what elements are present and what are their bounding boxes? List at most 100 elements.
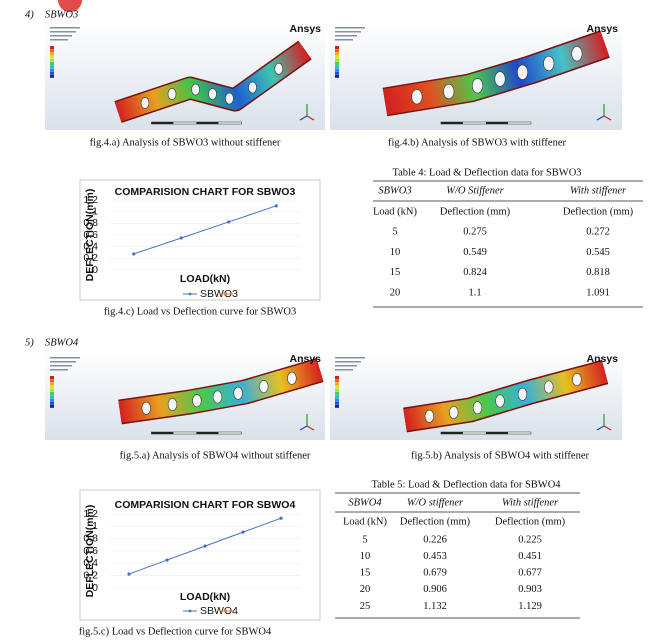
legend-swatch	[50, 385, 54, 389]
section-number: 4)	[25, 9, 34, 20]
legend-swatch	[335, 392, 339, 395]
table-header: With stiffener	[502, 497, 559, 508]
y-tick-label: 1	[92, 205, 98, 217]
web-opening	[141, 401, 151, 415]
web-opening	[225, 92, 234, 105]
web-opening	[287, 371, 297, 385]
info-line	[335, 31, 361, 33]
table-cell: 0.272	[586, 226, 610, 237]
legend-swatch	[335, 46, 339, 49]
triad-x	[603, 425, 612, 431]
web-opening	[167, 398, 178, 411]
legend-swatch	[335, 55, 339, 59]
ansys-logo: Ansys	[586, 353, 618, 365]
table-cell: 1.1	[468, 288, 481, 299]
scale-bar	[151, 122, 174, 124]
legend-marker	[188, 292, 192, 296]
triad-x	[306, 115, 315, 121]
web-opening	[471, 78, 483, 94]
table-cell: 5	[362, 534, 367, 545]
legend-swatch	[50, 71, 54, 75]
legend-swatch	[335, 71, 339, 75]
chart-title: COMPARISION CHART FOR SBWO3	[115, 186, 296, 198]
figure-caption: fig.5.c) Load vs Deflection curve for SB…	[79, 626, 272, 637]
legend-marker	[224, 609, 228, 613]
info-line	[335, 357, 365, 359]
figure-caption: fig.4.a) Analysis of SBWO3 without stiff…	[90, 137, 281, 148]
web-opening	[517, 387, 528, 401]
table-cell: 0.903	[518, 584, 542, 595]
info-line	[335, 365, 357, 367]
table-cell: 15	[390, 267, 401, 278]
triad-x	[603, 115, 612, 121]
legend-swatch	[50, 376, 54, 379]
scale-bar	[440, 122, 463, 124]
legend-marker	[188, 609, 192, 613]
web-opening	[192, 394, 202, 408]
legend-swatch	[335, 395, 339, 399]
legend-swatch	[50, 65, 54, 69]
legend-swatch	[335, 65, 339, 69]
info-line	[50, 361, 76, 363]
x-axis-label: LOAD(kN)	[180, 273, 230, 285]
table-cell: 15	[360, 568, 371, 579]
table-cell: 10	[360, 551, 371, 562]
table-cell: 0.679	[423, 568, 447, 579]
scale-bar	[196, 432, 219, 434]
legend-swatch	[50, 395, 54, 399]
web-opening	[571, 46, 583, 62]
legend-swatch	[50, 404, 54, 408]
table-cell: 0.275	[463, 226, 487, 237]
info-line	[335, 27, 365, 29]
legend-swatch	[50, 62, 54, 65]
table-subheader: Deflection (mm)	[400, 516, 471, 527]
table-cell: 1.132	[423, 601, 447, 612]
ansys-logo: Ansys	[289, 23, 321, 35]
web-opening	[248, 81, 257, 94]
y-tick-label: 0.6	[83, 545, 98, 557]
table-cell: 0.906	[423, 584, 447, 595]
legend-swatch	[335, 68, 339, 72]
y-tick-label: 0	[92, 264, 98, 276]
ansys-logo: Ansys	[289, 353, 321, 365]
legend-swatch	[335, 388, 339, 392]
table-cell: 1.091	[586, 288, 610, 299]
legend-swatch	[335, 49, 339, 53]
triad-z	[596, 425, 605, 431]
table-cell: 0.677	[518, 568, 542, 579]
data-point	[132, 252, 136, 256]
triad-z	[299, 425, 308, 431]
y-tick-label: 0.6	[83, 229, 98, 241]
data-point	[279, 516, 283, 520]
legend-swatch	[335, 382, 339, 386]
info-line	[335, 39, 353, 41]
web-opening	[572, 373, 582, 386]
info-line	[335, 35, 357, 37]
web-opening	[472, 401, 483, 415]
legend-swatch	[335, 376, 339, 379]
triad-x	[306, 425, 315, 431]
table-cell: 0.549	[463, 247, 487, 258]
table-header: SBWO3	[378, 185, 411, 196]
web-opening	[233, 386, 243, 400]
table-cell: 0.545	[586, 247, 610, 258]
scale-bar	[196, 122, 219, 124]
web-opening	[443, 83, 455, 100]
table-header: W/O Stiffener	[446, 185, 504, 196]
legend-swatch	[335, 58, 339, 62]
triad-z	[596, 115, 605, 121]
legend-swatch	[50, 382, 54, 386]
legend-swatch	[335, 62, 339, 65]
scale-bar	[485, 432, 508, 434]
legend-swatch	[50, 392, 54, 395]
y-tick-label: 0.2	[83, 252, 98, 264]
data-point	[179, 236, 183, 240]
legend-swatch	[50, 52, 54, 56]
table-cell: 25	[360, 601, 371, 612]
data-point	[127, 572, 131, 576]
y-axis-label: DEFLECTION(mm)	[84, 505, 96, 598]
y-tick-label: 0.4	[83, 557, 98, 569]
legend-swatch	[335, 398, 339, 402]
legend-swatch	[335, 404, 339, 408]
y-axis-label: DEFLECTION(mm)	[84, 189, 96, 282]
